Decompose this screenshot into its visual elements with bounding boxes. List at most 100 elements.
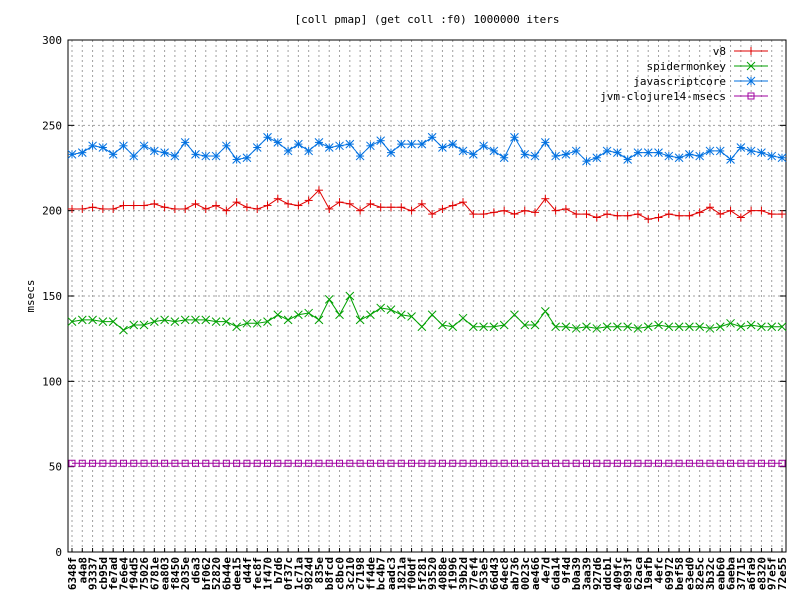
y-tick-label: 100	[42, 375, 62, 388]
data-point	[129, 320, 139, 330]
data-point	[397, 203, 406, 212]
data-point	[582, 156, 591, 166]
y-tick-label: 0	[55, 546, 62, 559]
data-point	[737, 459, 745, 467]
data-point	[201, 204, 210, 213]
data-point	[407, 312, 416, 321]
data-point	[273, 194, 282, 203]
data-point	[180, 315, 190, 325]
data-point	[602, 146, 612, 156]
data-point	[767, 210, 776, 219]
data-point	[98, 143, 108, 152]
data-point	[469, 459, 477, 467]
data-point	[274, 459, 282, 467]
data-point	[561, 204, 570, 213]
data-point	[324, 143, 334, 152]
x-tick-label: 64ec8	[498, 557, 511, 590]
data-point	[685, 459, 693, 467]
x-tick-label: 3aa39	[580, 557, 593, 590]
data-point	[438, 204, 447, 213]
data-point	[706, 459, 714, 467]
series-line-spidermonkey	[71, 294, 782, 331]
data-point	[129, 151, 139, 161]
y-tick-label: 150	[42, 290, 62, 303]
data-point	[479, 210, 488, 219]
data-point	[510, 210, 519, 219]
data-point	[643, 322, 653, 332]
data-point	[171, 459, 179, 467]
x-tick-label: 953e5	[478, 557, 491, 590]
data-point	[716, 459, 724, 467]
data-point	[376, 303, 386, 313]
data-point	[376, 136, 386, 146]
data-point	[119, 201, 128, 210]
data-point	[541, 459, 549, 467]
data-point	[520, 206, 529, 215]
data-point	[139, 320, 149, 330]
x-tick-label: d44f	[241, 557, 254, 584]
data-point	[98, 204, 107, 213]
data-point	[170, 317, 180, 326]
data-point	[489, 146, 499, 156]
data-point	[551, 206, 560, 215]
data-point	[644, 459, 652, 467]
x-tick-label: bc4b7	[375, 557, 388, 590]
data-point	[448, 322, 458, 332]
data-point	[561, 322, 571, 332]
data-point	[674, 153, 684, 163]
data-point	[757, 148, 766, 157]
x-tick-label: f94d5	[128, 557, 141, 590]
x-tick-label: 409fc	[611, 557, 624, 590]
data-point	[633, 210, 642, 219]
x-tick-label: 39b2d	[457, 557, 470, 590]
data-point	[664, 210, 673, 219]
x-tick-label: cb95d	[97, 557, 110, 590]
data-point	[140, 201, 149, 210]
data-point	[109, 204, 118, 213]
x-tick-label: 0023c	[519, 557, 532, 590]
legend-marker	[747, 47, 755, 55]
data-point	[736, 322, 746, 332]
data-point	[89, 459, 97, 467]
data-point	[592, 324, 602, 333]
data-point	[314, 186, 323, 195]
x-tick-label: 6781e	[148, 557, 161, 590]
data-point	[222, 206, 231, 215]
data-point	[695, 322, 705, 332]
data-point	[777, 322, 787, 332]
x-tick-label: 4efc	[653, 557, 666, 584]
data-point	[242, 153, 252, 163]
data-point	[201, 151, 211, 161]
x-tick-label: ff4de	[364, 557, 377, 590]
data-point	[726, 206, 735, 215]
data-point	[366, 459, 374, 467]
data-point	[305, 459, 313, 467]
x-tick-label: 62aca	[632, 557, 645, 590]
data-point	[233, 459, 241, 467]
data-point	[386, 305, 396, 315]
data-point	[674, 322, 684, 332]
x-tick-label: 37715	[735, 557, 748, 590]
data-point	[746, 146, 756, 156]
data-point	[294, 139, 303, 149]
data-point	[345, 199, 354, 208]
data-point	[108, 149, 118, 159]
x-tick-label: e893f	[622, 557, 635, 590]
data-point	[685, 322, 694, 332]
series-line-v8	[72, 189, 782, 220]
x-tick-label: 0f37c	[282, 557, 295, 590]
data-point	[623, 322, 633, 332]
data-point	[613, 211, 622, 220]
data-point	[705, 146, 715, 156]
x-tick-label: 82e5c	[694, 557, 707, 590]
data-point	[468, 322, 478, 332]
data-point	[602, 322, 612, 332]
data-point	[664, 151, 674, 161]
x-tick-label: ab736	[508, 557, 521, 590]
data-point	[377, 459, 385, 467]
data-point	[263, 132, 272, 142]
data-point	[304, 146, 314, 156]
data-point	[551, 151, 560, 161]
data-point	[67, 317, 77, 326]
legend: v8 spidermonkey javascriptcore jvm-clojure1…	[600, 45, 768, 103]
